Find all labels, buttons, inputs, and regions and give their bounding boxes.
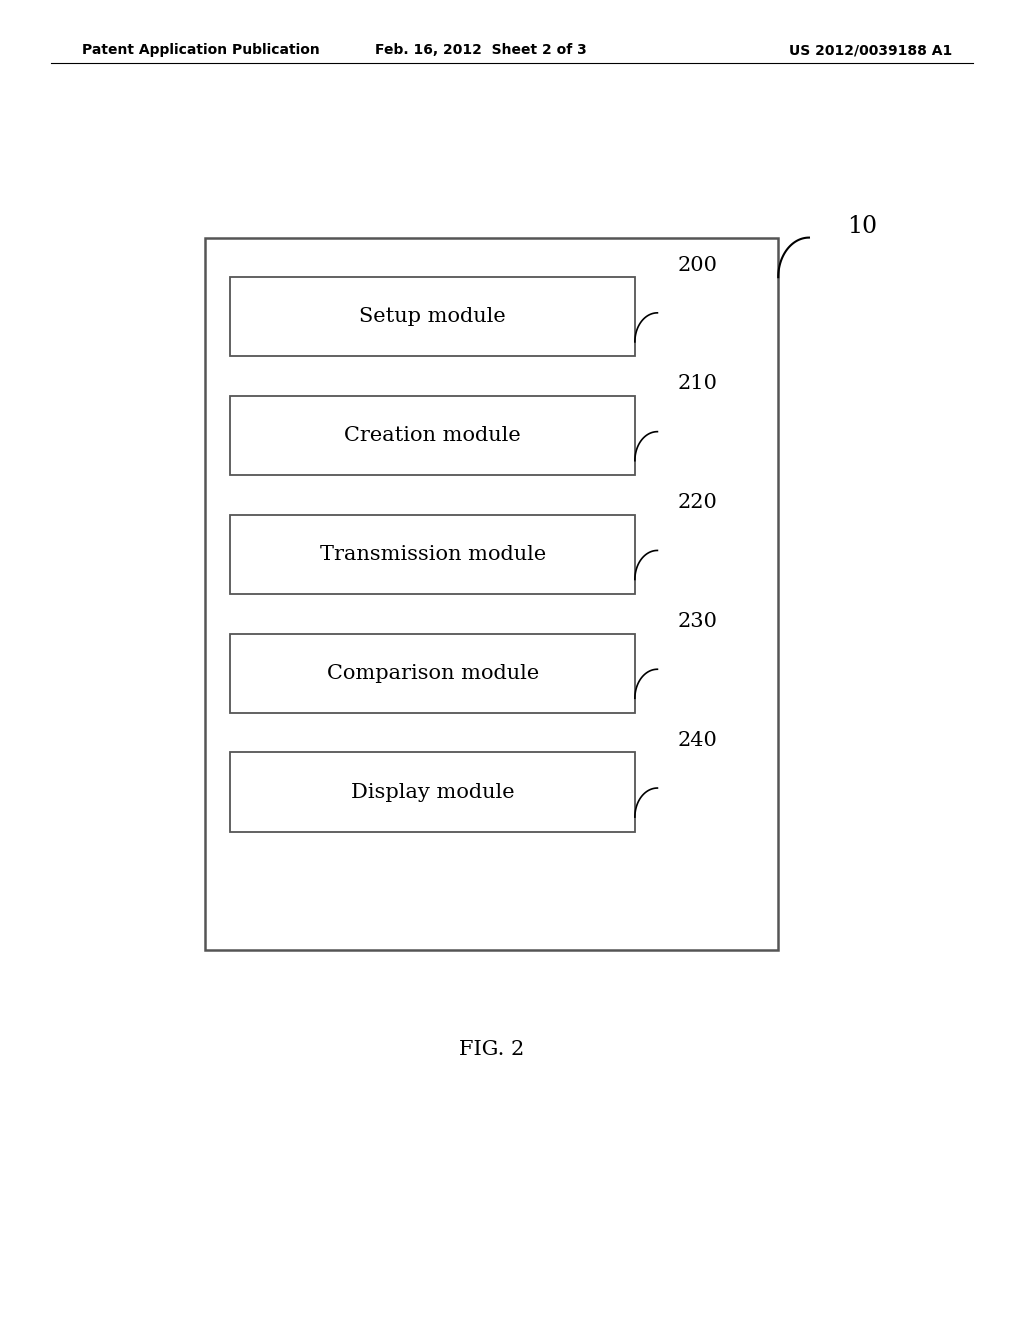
Bar — [230, 752, 635, 832]
Text: 10: 10 — [847, 215, 877, 238]
Bar — [205, 238, 778, 950]
Text: 230: 230 — [678, 612, 718, 631]
Text: Transmission module: Transmission module — [319, 545, 546, 564]
Text: Comparison module: Comparison module — [327, 664, 539, 682]
Text: Creation module: Creation module — [344, 426, 521, 445]
Bar — [230, 396, 635, 475]
Bar — [230, 277, 635, 356]
Text: 200: 200 — [678, 256, 718, 275]
Bar — [230, 515, 635, 594]
Text: Setup module: Setup module — [359, 308, 506, 326]
Text: FIG. 2: FIG. 2 — [459, 1040, 524, 1059]
Text: 220: 220 — [678, 494, 718, 512]
Text: 210: 210 — [678, 375, 718, 393]
Bar — [230, 634, 635, 713]
Text: Test unit: Test unit — [396, 310, 518, 337]
Text: Patent Application Publication: Patent Application Publication — [82, 44, 319, 57]
Text: 240: 240 — [678, 731, 718, 750]
Text: Display module: Display module — [351, 783, 514, 801]
Text: Feb. 16, 2012  Sheet 2 of 3: Feb. 16, 2012 Sheet 2 of 3 — [376, 44, 587, 57]
Text: US 2012/0039188 A1: US 2012/0039188 A1 — [790, 44, 952, 57]
